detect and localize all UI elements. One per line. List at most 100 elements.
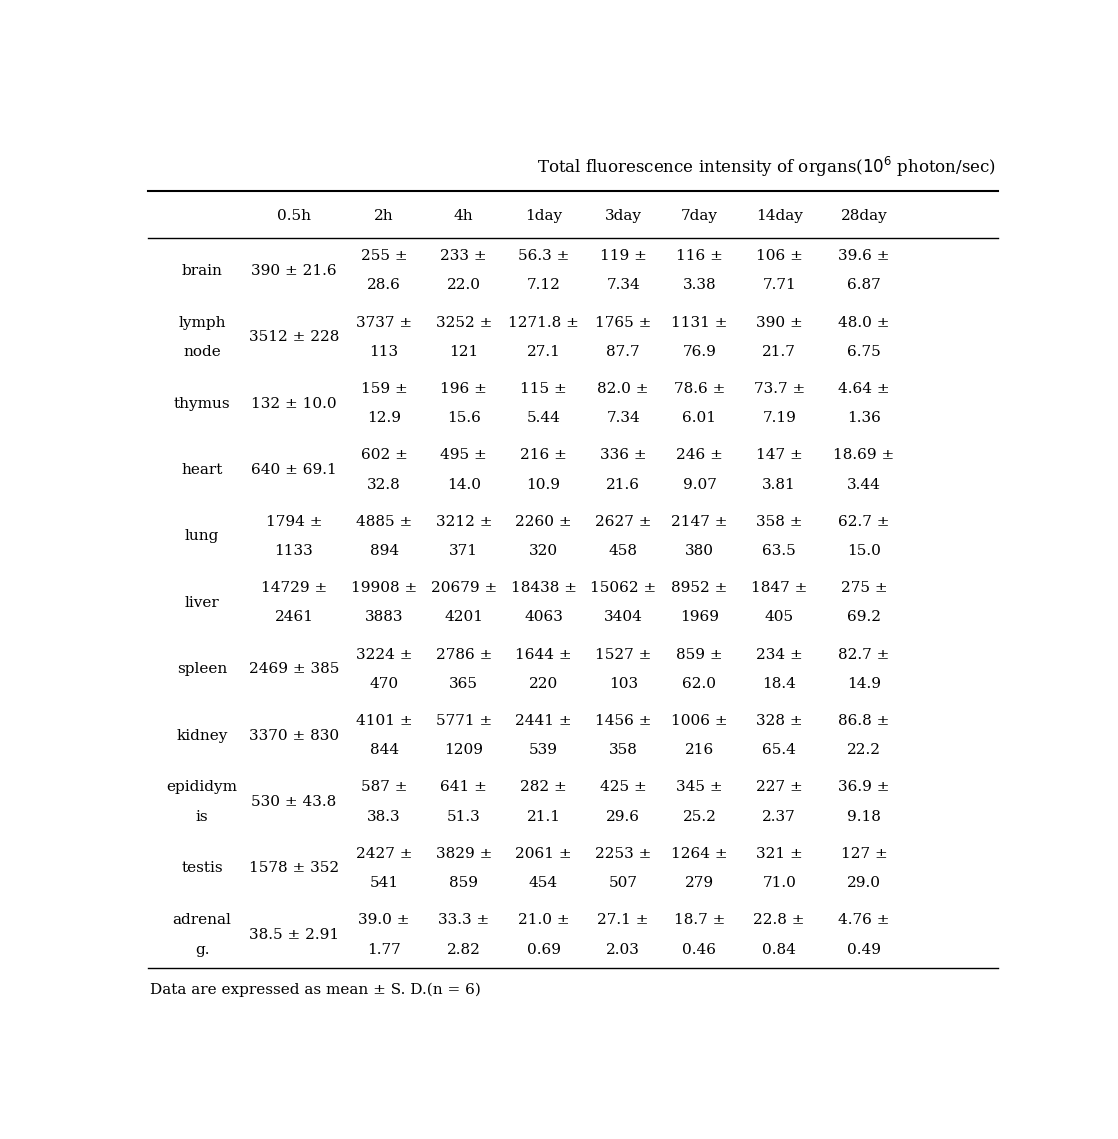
Text: 103: 103	[608, 677, 637, 691]
Text: 38.5 ± 2.91: 38.5 ± 2.91	[249, 928, 339, 942]
Text: 73.7 ±: 73.7 ±	[754, 382, 805, 396]
Text: 3737 ±: 3737 ±	[356, 316, 413, 329]
Text: 425 ±: 425 ±	[600, 780, 646, 795]
Text: 147 ±: 147 ±	[756, 449, 803, 462]
Text: testis: testis	[181, 861, 222, 876]
Text: 220: 220	[529, 677, 558, 691]
Text: 18438 ±: 18438 ±	[511, 581, 577, 596]
Text: 7day: 7day	[681, 208, 718, 222]
Text: 116 ±: 116 ±	[676, 249, 723, 263]
Text: 2260 ±: 2260 ±	[515, 515, 571, 528]
Text: 6.75: 6.75	[847, 345, 881, 359]
Text: 9.07: 9.07	[683, 477, 717, 492]
Text: 275 ±: 275 ±	[841, 581, 888, 596]
Text: 1264 ±: 1264 ±	[671, 847, 728, 861]
Text: 458: 458	[608, 544, 637, 558]
Text: 14day: 14day	[756, 208, 803, 222]
Text: 3.81: 3.81	[762, 477, 796, 492]
Text: 1644 ±: 1644 ±	[515, 648, 571, 662]
Text: 246 ±: 246 ±	[676, 449, 723, 462]
Text: 7.34: 7.34	[606, 411, 641, 425]
Text: 27.1 ±: 27.1 ±	[597, 913, 648, 927]
Text: 2441 ±: 2441 ±	[515, 714, 571, 728]
Text: 25.2: 25.2	[683, 810, 717, 823]
Text: 0.84: 0.84	[762, 942, 796, 957]
Text: lymph: lymph	[179, 316, 226, 329]
Text: 10.9: 10.9	[527, 477, 560, 492]
Text: 894: 894	[370, 544, 399, 558]
Text: 12.9: 12.9	[367, 411, 401, 425]
Text: is: is	[196, 810, 208, 823]
Text: 2461: 2461	[275, 611, 313, 624]
Text: 86.8 ±: 86.8 ±	[838, 714, 890, 728]
Text: 345 ±: 345 ±	[676, 780, 723, 795]
Text: 1.77: 1.77	[367, 942, 401, 957]
Text: 27.1: 27.1	[527, 345, 560, 359]
Text: 336 ±: 336 ±	[600, 449, 646, 462]
Text: 39.6 ±: 39.6 ±	[838, 249, 890, 263]
Text: 234 ±: 234 ±	[756, 648, 803, 662]
Text: adrenal: adrenal	[172, 913, 231, 927]
Text: Data are expressed as mean ± S. D.(n = 6): Data are expressed as mean ± S. D.(n = 6…	[150, 983, 481, 998]
Text: 8952 ±: 8952 ±	[671, 581, 728, 596]
Text: 6.01: 6.01	[682, 411, 717, 425]
Text: 454: 454	[529, 876, 558, 890]
Text: 2.03: 2.03	[606, 942, 641, 957]
Text: heart: heart	[181, 462, 222, 477]
Text: 1794 ±: 1794 ±	[266, 515, 322, 528]
Text: 21.7: 21.7	[762, 345, 796, 359]
Text: 14.0: 14.0	[447, 477, 481, 492]
Text: 233 ±: 233 ±	[440, 249, 487, 263]
Text: 121: 121	[449, 345, 479, 359]
Text: 216: 216	[685, 744, 714, 757]
Text: 2427 ±: 2427 ±	[356, 847, 413, 861]
Text: 4.76 ±: 4.76 ±	[838, 913, 890, 927]
Text: 29.0: 29.0	[847, 876, 881, 890]
Text: 15062 ±: 15062 ±	[590, 581, 656, 596]
Text: 22.2: 22.2	[847, 744, 881, 757]
Text: 3883: 3883	[364, 611, 404, 624]
Text: 3212 ±: 3212 ±	[436, 515, 492, 528]
Text: 71.0: 71.0	[762, 876, 796, 890]
Text: 328 ±: 328 ±	[756, 714, 803, 728]
Text: 0.69: 0.69	[527, 942, 560, 957]
Text: 495 ±: 495 ±	[440, 449, 487, 462]
Text: 65.4: 65.4	[762, 744, 796, 757]
Text: 28.6: 28.6	[367, 278, 401, 293]
Text: 113: 113	[370, 345, 399, 359]
Text: 1969: 1969	[680, 611, 719, 624]
Text: 4885 ±: 4885 ±	[356, 515, 413, 528]
Text: 539: 539	[529, 744, 558, 757]
Text: 69.2: 69.2	[847, 611, 881, 624]
Text: 507: 507	[608, 876, 637, 890]
Text: 216 ±: 216 ±	[520, 449, 567, 462]
Text: 56.3 ±: 56.3 ±	[518, 249, 569, 263]
Text: 106 ±: 106 ±	[756, 249, 803, 263]
Text: 1006 ±: 1006 ±	[671, 714, 728, 728]
Text: 0.46: 0.46	[682, 942, 717, 957]
Text: 541: 541	[370, 876, 399, 890]
Text: 87.7: 87.7	[606, 345, 639, 359]
Text: spleen: spleen	[177, 662, 227, 677]
Text: 3404: 3404	[604, 611, 643, 624]
Text: 6.87: 6.87	[847, 278, 881, 293]
Text: 132 ± 10.0: 132 ± 10.0	[252, 396, 337, 410]
Text: 358: 358	[609, 744, 637, 757]
Text: 22.8 ±: 22.8 ±	[754, 913, 805, 927]
Text: 390 ± 21.6: 390 ± 21.6	[252, 264, 337, 278]
Text: 405: 405	[765, 611, 794, 624]
Text: 20679 ±: 20679 ±	[430, 581, 496, 596]
Text: 3224 ±: 3224 ±	[356, 648, 413, 662]
Text: 1456 ±: 1456 ±	[595, 714, 652, 728]
Text: 36.9 ±: 36.9 ±	[838, 780, 890, 795]
Text: 28day: 28day	[841, 208, 888, 222]
Text: g.: g.	[195, 942, 209, 957]
Text: 380: 380	[685, 544, 714, 558]
Text: 1131 ±: 1131 ±	[671, 316, 728, 329]
Text: 39.0 ±: 39.0 ±	[359, 913, 410, 927]
Text: 82.0 ±: 82.0 ±	[597, 382, 648, 396]
Text: 14729 ±: 14729 ±	[260, 581, 328, 596]
Text: 22.0: 22.0	[447, 278, 481, 293]
Text: 2786 ±: 2786 ±	[436, 648, 492, 662]
Text: 4063: 4063	[524, 611, 563, 624]
